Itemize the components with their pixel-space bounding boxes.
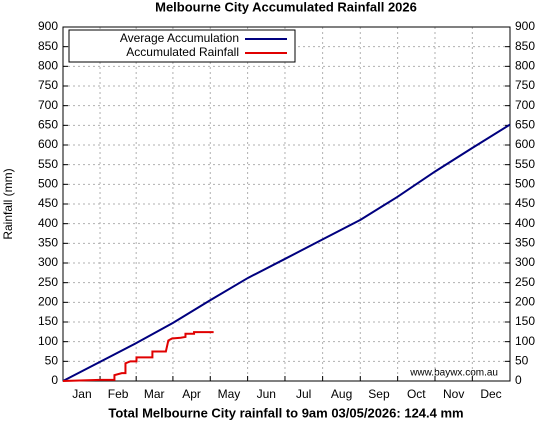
y-tick-label: 300 (38, 255, 58, 269)
y2-tick-label: 0 (515, 373, 522, 387)
x-tick-label: Aug (331, 387, 352, 401)
x-tick-label: Apr (182, 387, 201, 401)
x-tick-label: Jul (296, 387, 311, 401)
x-tick-label: Jan (72, 387, 91, 401)
y2-tick-label: 50 (515, 354, 529, 368)
y-tick-label: 900 (38, 19, 58, 33)
y2-tick-label: 900 (515, 19, 535, 33)
y-tick-label: 650 (38, 118, 58, 132)
y2-tick-label: 800 (515, 59, 535, 73)
y-tick-label: 400 (38, 216, 58, 230)
x-tick-label: Mar (144, 387, 165, 401)
y-tick-label: 250 (38, 275, 58, 289)
footer: Total Melbourne City rainfall to 9am 03/… (108, 405, 463, 420)
y-tick-label: 800 (38, 59, 58, 73)
y2-tick-label: 600 (515, 137, 535, 151)
series-line (62, 331, 214, 382)
chart-title: Melbourne City Accumulated Rainfall 2026 (155, 0, 417, 14)
y2-tick-label: 350 (515, 236, 535, 250)
y2-tick-label: 850 (515, 39, 535, 53)
y2-tick-label: 750 (515, 78, 535, 92)
y-tick-label: 750 (38, 78, 58, 92)
y2-tick-label: 550 (515, 157, 535, 171)
x-tick-label: Jun (257, 387, 276, 401)
x-tick-label: Feb (108, 387, 129, 401)
y-tick-label: 50 (45, 354, 59, 368)
y-axis-label: Rainfall (mm) (1, 168, 15, 239)
legend-label: Accumulated Rainfall (126, 45, 239, 59)
y-tick-label: 550 (38, 157, 58, 171)
y2-tick-label: 500 (515, 177, 535, 191)
legend-box (68, 29, 296, 63)
y-tick-label: 200 (38, 295, 58, 309)
watermark: www.baywx.com.au (409, 368, 498, 379)
x-tick-label: May (218, 387, 241, 401)
y-tick-label: 150 (38, 314, 58, 328)
plot-frame (62, 26, 511, 382)
x-tick-label: Dec (480, 387, 501, 401)
x-tick-label: Oct (407, 387, 426, 401)
x-tick-label: Sep (368, 387, 390, 401)
y-tick-label: 450 (38, 196, 58, 210)
y2-tick-label: 100 (515, 334, 535, 348)
legend-label: Average Accumulation (120, 31, 239, 45)
y2-tick-label: 150 (515, 314, 535, 328)
y-tick-label: 350 (38, 236, 58, 250)
y-tick-label: 500 (38, 177, 58, 191)
y2-tick-label: 250 (515, 275, 535, 289)
y-tick-label: 0 (51, 373, 58, 387)
y-tick-label: 850 (38, 39, 58, 53)
series-line (62, 123, 511, 382)
y2-tick-label: 450 (515, 196, 535, 210)
y2-tick-label: 300 (515, 255, 535, 269)
y2-tick-label: 200 (515, 295, 535, 309)
y2-tick-label: 700 (515, 98, 535, 112)
y2-tick-label: 400 (515, 216, 535, 230)
y-tick-label: 100 (38, 334, 58, 348)
y2-tick-label: 650 (515, 118, 535, 132)
x-tick-label: Nov (443, 387, 464, 401)
y-tick-label: 600 (38, 137, 58, 151)
y-tick-label: 700 (38, 98, 58, 112)
